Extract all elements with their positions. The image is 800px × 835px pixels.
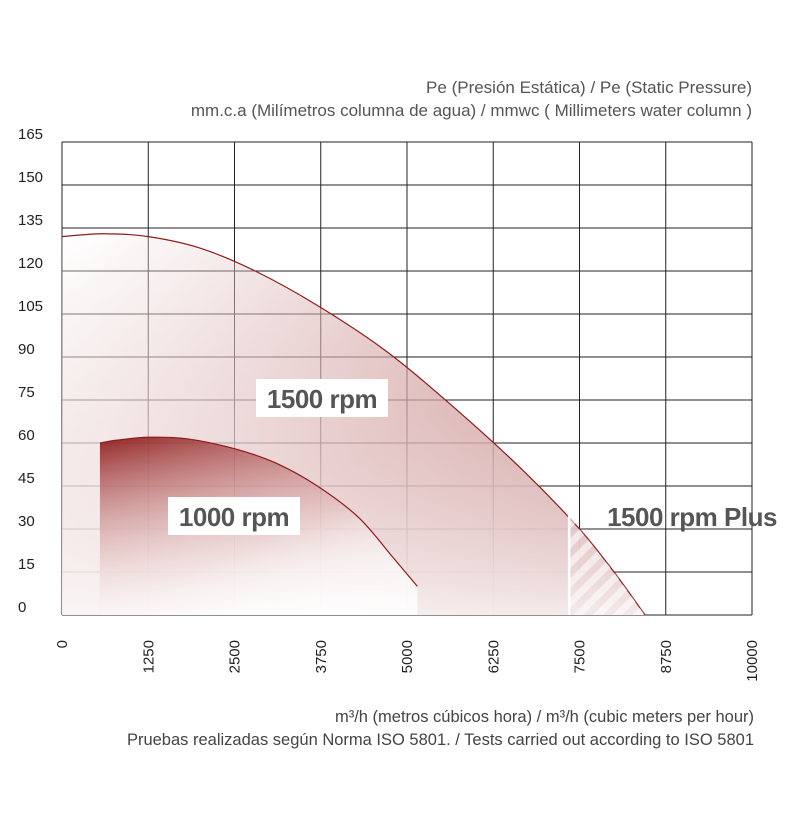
y-tick-30: 30 bbox=[18, 513, 35, 530]
label-1500-rpm: 1500 rpm bbox=[267, 384, 377, 414]
label-1000-rpm-box bbox=[168, 497, 300, 535]
curve-1000-rpm bbox=[99, 436, 418, 587]
x-tick-0: 0 bbox=[54, 640, 71, 648]
y-tick-75: 75 bbox=[18, 384, 35, 401]
iso-note: Pruebas realizadas según Norma ISO 5801.… bbox=[126, 731, 754, 749]
y-tick-15: 15 bbox=[18, 556, 35, 573]
y-axis-title-line-2: mm.c.a (Milímetros columna de agua) / mm… bbox=[190, 101, 752, 120]
y-tick-90: 90 bbox=[18, 341, 35, 358]
y-tick-0: 0 bbox=[18, 599, 26, 616]
y-tick-165: 165 bbox=[18, 126, 43, 143]
x-tick-8750: 8750 bbox=[658, 640, 675, 673]
x-tick-10000: 10000 bbox=[744, 640, 761, 682]
y-tick-150: 150 bbox=[18, 169, 43, 186]
label-1500-rpm-plus: 1500 rpm Plus bbox=[607, 502, 777, 532]
series-areas bbox=[61, 233, 646, 616]
series-labels: 1500 rpm 1000 rpm 1500 rpm Plus bbox=[168, 379, 777, 535]
y-tick-45: 45 bbox=[18, 470, 35, 487]
curve-1500-rpm bbox=[61, 233, 646, 616]
y-tick-labels: 0 15 30 45 60 75 90 105 120 135 150 165 bbox=[18, 126, 43, 616]
x-tick-7500: 7500 bbox=[572, 640, 589, 673]
y-tick-135: 135 bbox=[18, 212, 43, 229]
y-tick-120: 120 bbox=[18, 255, 43, 272]
x-tick-labels: 0 1250 2500 3750 5000 6250 7500 8750 10000 bbox=[54, 640, 761, 682]
x-tick-1250: 1250 bbox=[140, 640, 157, 673]
footer-notes: m³/h (metros cúbicos hora) / m³/h (cubic… bbox=[127, 706, 754, 752]
grid-lines bbox=[61, 141, 753, 616]
y-tick-60: 60 bbox=[18, 427, 35, 444]
x-tick-6250: 6250 bbox=[485, 640, 502, 673]
x-tick-5000: 5000 bbox=[399, 640, 416, 673]
x-tick-2500: 2500 bbox=[227, 640, 244, 673]
y-tick-105: 105 bbox=[18, 298, 43, 315]
x-axis-title: m³/h (metros cúbicos hora) / m³/h (cubic… bbox=[334, 708, 754, 726]
label-1500-rpm-box bbox=[256, 379, 388, 417]
area-1500-rpm-plus bbox=[569, 514, 646, 615]
x-tick-3750: 3750 bbox=[313, 640, 330, 673]
y-axis-title-line-1: Pe (Presión Estática) / Pe (Static Press… bbox=[426, 78, 752, 97]
label-1000-rpm: 1000 rpm bbox=[179, 502, 289, 532]
y-axis-title: Pe (Presión Estática) / Pe (Static Press… bbox=[191, 76, 752, 122]
